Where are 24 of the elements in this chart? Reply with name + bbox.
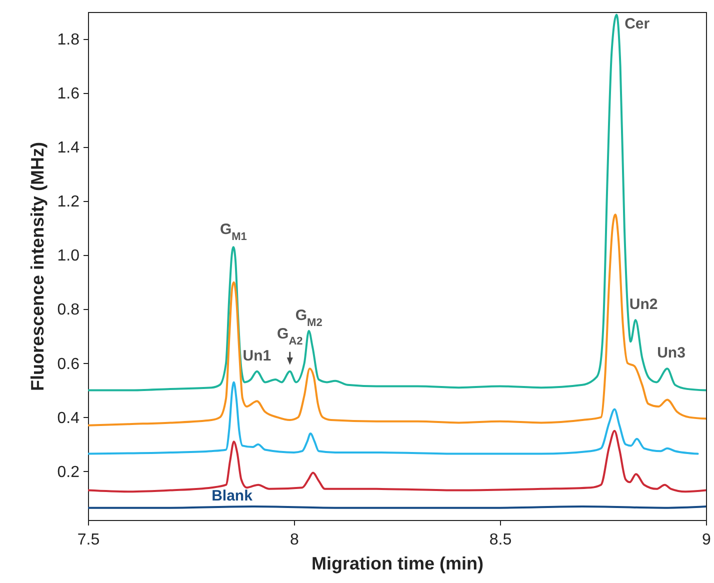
annotation: Un1 <box>242 347 272 364</box>
y-tick-label: 0.4 <box>57 410 80 427</box>
y-tick-label: 1.6 <box>57 86 80 103</box>
line-series <box>88 381 699 455</box>
line-series <box>88 14 706 392</box>
x-axis-title: Migration time (min) <box>312 554 484 574</box>
y-tick-label: 0.8 <box>57 302 80 319</box>
y-tick-label: 1.8 <box>57 32 80 49</box>
x-tick-label: 7.5 <box>77 532 100 548</box>
annotation: Cer <box>624 16 650 33</box>
y-tick-label: 0.2 <box>57 464 80 481</box>
series-label: Blank <box>212 487 254 504</box>
y-tick-label: 0.6 <box>57 356 80 373</box>
y-tick-label: 1.2 <box>57 194 80 211</box>
y-tick-label: 1.0 <box>57 248 80 265</box>
y-axis-title: Fluorescence intensity (MHz) <box>27 142 48 392</box>
line-series <box>88 214 706 426</box>
annotation: Un2 <box>629 296 658 314</box>
y-tick-label: 1.4 <box>57 140 80 157</box>
x-tick-label: 8 <box>290 532 300 548</box>
annotation: G$_{M1}$ <box>220 221 247 244</box>
x-tick-label: 8.5 <box>489 532 512 548</box>
annotation: Un3 <box>657 344 686 362</box>
x-tick-label: 9 <box>702 532 712 548</box>
